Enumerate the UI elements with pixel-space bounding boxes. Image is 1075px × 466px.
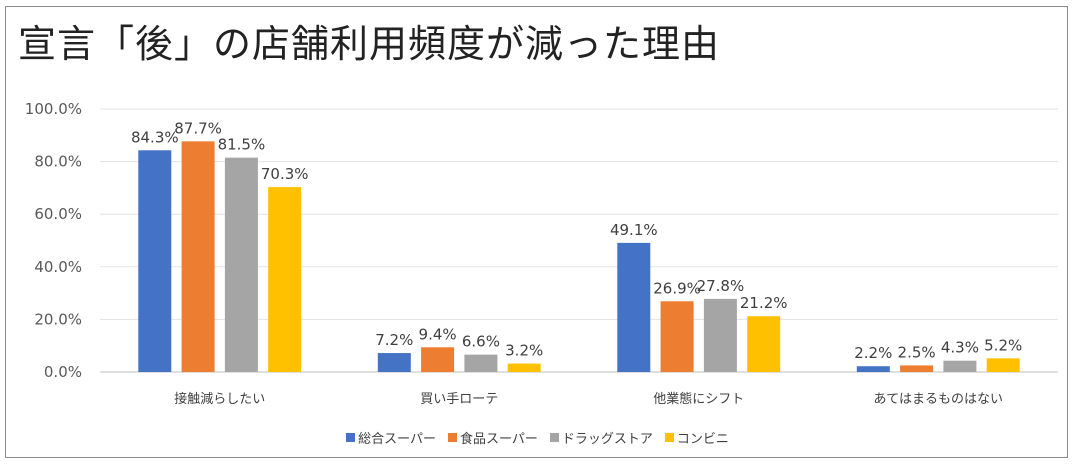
legend-item: ドラッグストア: [549, 428, 653, 447]
data-label: 49.1%: [610, 221, 658, 239]
y-tick-label: 20.0%: [34, 310, 82, 328]
bar: [181, 141, 215, 372]
legend-item: 食品スーパー: [447, 428, 538, 447]
data-label: 70.3%: [261, 165, 309, 183]
bar: [464, 354, 498, 372]
bar: [617, 242, 651, 372]
bar: [747, 316, 781, 372]
x-category-label: 接触減らしたい: [174, 391, 265, 407]
chart-frame: 宣言「後」の店舗利用頻度が減った理由 0.0% 20.0% 40.0% 60.0% 80…: [5, 6, 1068, 458]
legend-item: コンビニ: [664, 428, 729, 447]
bar: [986, 358, 1020, 372]
bar: [856, 366, 890, 372]
data-label: 3.2%: [505, 342, 543, 360]
data-label: 81.5%: [218, 136, 266, 154]
bar: [660, 301, 694, 372]
legend-item: 総合スーパー: [346, 428, 436, 447]
data-label: 4.3%: [941, 339, 979, 357]
chart-title: 宣言「後」の店舗利用頻度が減った理由: [18, 22, 721, 66]
chart-legend: 総合スーパー 食品スーパー ドラッグストア コンビニ: [6, 428, 1069, 447]
y-tick-label: 0.0%: [44, 363, 82, 381]
bar: [224, 157, 258, 372]
bar: [377, 353, 411, 372]
y-tick-label: 80.0%: [34, 153, 82, 171]
legend-swatch: [346, 433, 356, 442]
bar: [900, 365, 934, 372]
data-label: 21.2%: [740, 294, 788, 312]
data-label: 2.2%: [854, 344, 892, 362]
y-tick-label: 40.0%: [34, 258, 82, 276]
legend-swatch: [664, 433, 674, 442]
legend-label: 食品スーパー: [459, 432, 538, 447]
bar: [943, 360, 977, 372]
data-label: 87.7%: [174, 119, 222, 137]
bar-chart-plot: 0.0% 20.0% 40.0% 60.0% 80.0% 100.0% 84.3%87.7%…: [25, 100, 1058, 407]
data-label: 9.4%: [419, 325, 457, 343]
legend-label: 総合スーパー: [358, 432, 436, 447]
bar: [421, 347, 455, 372]
data-label: 26.9%: [653, 279, 701, 297]
bar: [268, 187, 302, 372]
x-category-label: 買い手ローテ: [420, 392, 498, 407]
x-category-label: 他業態にシフト: [653, 391, 744, 407]
bar: [703, 298, 737, 372]
data-label: 27.8%: [697, 277, 745, 295]
data-label: 84.3%: [131, 128, 179, 146]
data-label: 2.5%: [898, 343, 936, 361]
legend-label: ドラッグストア: [561, 432, 653, 447]
y-tick-label: 100.0%: [25, 100, 82, 118]
legend-label: コンビニ: [676, 432, 729, 447]
x-category-label: あてはまるものはない: [874, 392, 1003, 407]
legend-swatch: [549, 433, 559, 442]
data-label: 5.2%: [984, 336, 1022, 354]
data-label: 7.2%: [375, 331, 413, 349]
y-tick-label: 60.0%: [34, 205, 82, 223]
bar: [138, 150, 172, 372]
data-label: 6.6%: [462, 333, 500, 351]
legend-swatch: [447, 433, 457, 442]
bar: [507, 363, 541, 372]
